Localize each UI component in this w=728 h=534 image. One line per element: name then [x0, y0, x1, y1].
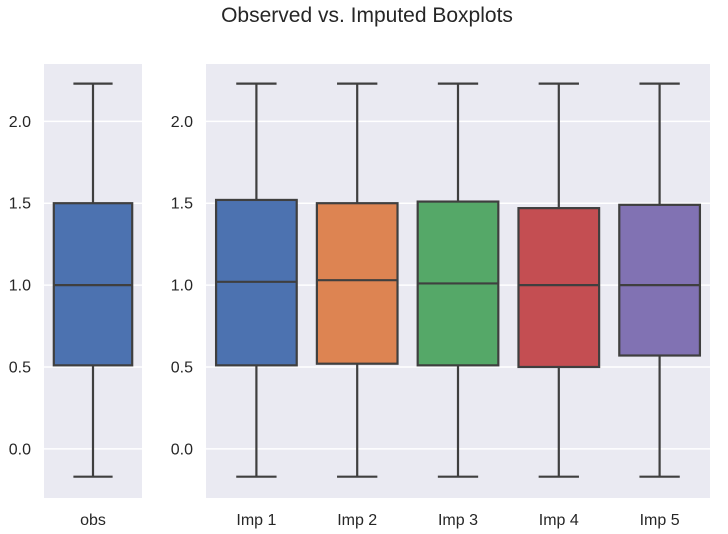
- imputed-panel: 0.0 0.5 1.0 1.5 2.0 Imp 1 Imp 2 Imp 3 Imp 4 Imp 5: [171, 64, 710, 529]
- y-tick-label: 1.0: [171, 278, 193, 295]
- y-tick-label: 0.0: [171, 441, 193, 458]
- y-tick-label: 0.5: [171, 359, 193, 376]
- x-tick-label: Imp 2: [337, 512, 377, 529]
- box-obs: [52, 82, 134, 478]
- x-tick-label: Imp 4: [539, 512, 579, 529]
- y-tick-label: 1.5: [9, 196, 31, 213]
- x-tick-label: Imp 3: [438, 512, 478, 529]
- y-tick-label: 0.5: [9, 359, 31, 376]
- y-tick-label: 1.0: [9, 278, 31, 295]
- iqr-box: [517, 207, 601, 369]
- y-tick-label: 1.5: [171, 196, 193, 213]
- x-tick-label: Imp 1: [236, 512, 276, 529]
- x-tick-label: obs: [80, 512, 106, 529]
- iqr-box: [618, 203, 702, 357]
- y-tick-label: 0.0: [9, 441, 31, 458]
- box-imp-2: [315, 82, 399, 478]
- observed-panel: 0.0 0.5 1.0 1.5 2.0 obs: [9, 64, 142, 529]
- box-imp-5: [618, 82, 702, 478]
- y-tick-label: 2.0: [9, 114, 31, 131]
- iqr-box: [315, 202, 399, 365]
- box-imp-1: [214, 82, 298, 478]
- y-tick-label: 2.0: [171, 114, 193, 131]
- x-tick-label: Imp 5: [640, 512, 680, 529]
- chart-title: Observed vs. Imputed Boxplots: [221, 4, 513, 27]
- box-imp-4: [517, 82, 601, 478]
- box-imp-3: [416, 82, 500, 478]
